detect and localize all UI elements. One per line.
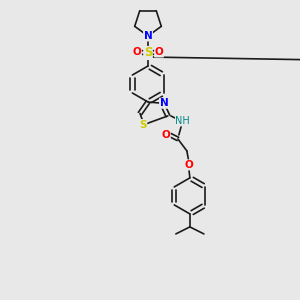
Text: O: O bbox=[161, 130, 170, 140]
Text: O: O bbox=[154, 47, 164, 57]
Text: N: N bbox=[144, 31, 152, 41]
Text: S: S bbox=[139, 120, 147, 130]
Text: NH: NH bbox=[176, 116, 190, 126]
Text: S: S bbox=[144, 46, 152, 59]
Text: O: O bbox=[133, 47, 141, 57]
Text: N: N bbox=[160, 98, 168, 108]
Text: O: O bbox=[184, 160, 193, 170]
